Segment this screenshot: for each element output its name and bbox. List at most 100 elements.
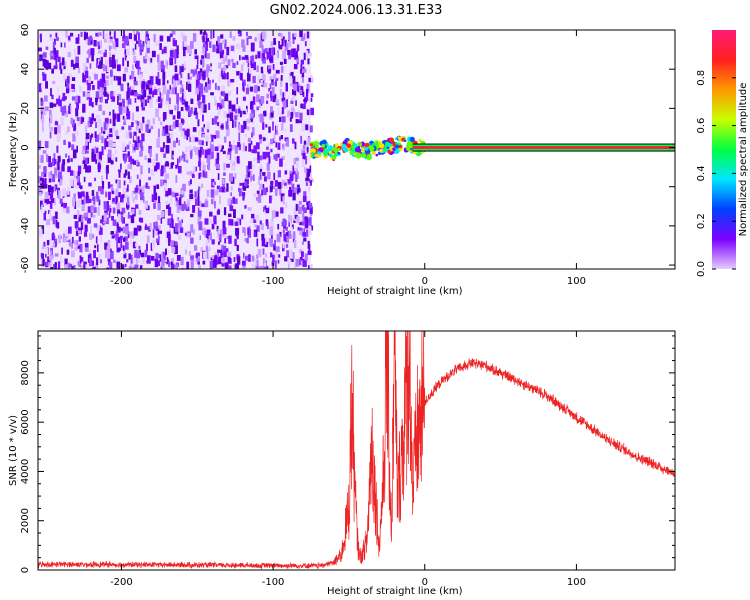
noise-speck (136, 78, 139, 83)
noise-speck (251, 255, 255, 262)
noise-speck (146, 119, 151, 127)
signal-blob (361, 147, 366, 153)
noise-speck (162, 113, 166, 122)
noise-speck (131, 158, 135, 165)
noise-speck (73, 170, 76, 179)
noise-speck (84, 244, 89, 252)
noise-speck (92, 214, 96, 218)
noise-speck (80, 265, 85, 269)
signal-blob (392, 147, 396, 151)
noise-speck (104, 87, 107, 95)
noise-speck (95, 32, 99, 37)
noise-speck (158, 117, 161, 121)
signal-blob (375, 153, 379, 157)
noise-speck (277, 107, 280, 116)
noise-speck (197, 260, 200, 265)
noise-speck (57, 56, 61, 62)
noise-speck (54, 65, 58, 70)
noise-speck (196, 64, 199, 70)
noise-speck (278, 32, 282, 37)
noise-speck (302, 195, 307, 202)
noise-speck (100, 124, 103, 128)
y-tick-label: -20 (20, 179, 31, 195)
noise-speck (95, 236, 98, 244)
noise-speck (218, 42, 223, 51)
noise-speck (102, 181, 105, 189)
noise-speck (148, 87, 153, 95)
noise-speck (77, 191, 80, 196)
noise-speck (163, 142, 165, 148)
noise-speck (214, 201, 216, 209)
noise-speck (262, 248, 265, 255)
noise-speck (280, 207, 284, 214)
noise-speck (143, 184, 146, 188)
noise-speck (153, 34, 156, 43)
noise-speck (217, 228, 220, 238)
noise-speck (259, 139, 262, 144)
noise-speck (174, 245, 178, 254)
noise-speck (259, 103, 262, 109)
noise-speck (301, 74, 304, 78)
noise-speck (176, 202, 179, 206)
noise-speck (290, 100, 294, 104)
noise-speck (124, 67, 129, 73)
signal-blob (314, 141, 319, 145)
noise-speck (122, 153, 126, 159)
noise-speck (54, 253, 59, 257)
noise-speck (230, 144, 233, 151)
noise-speck (116, 238, 119, 248)
noise-speck (63, 105, 67, 114)
y-tick-label: -60 (20, 257, 31, 273)
noise-speck (54, 121, 59, 126)
noise-speck (71, 266, 74, 269)
noise-speck (243, 182, 247, 191)
noise-speck (123, 173, 127, 178)
noise-speck (286, 179, 290, 183)
noise-speck (141, 104, 145, 111)
noise-speck (177, 234, 182, 240)
noise-speck (62, 92, 66, 102)
noise-speck (289, 117, 292, 122)
noise-speck (263, 206, 265, 212)
noise-speck (157, 78, 161, 86)
noise-speck (217, 106, 221, 116)
noise-speck (169, 223, 172, 228)
noise-speck (146, 45, 150, 54)
noise-speck (238, 188, 241, 197)
noise-speck (60, 42, 63, 48)
noise-speck (167, 188, 172, 196)
noise-speck (67, 166, 71, 173)
noise-speck (101, 49, 104, 54)
noise-speck (60, 256, 63, 263)
noise-speck (202, 71, 206, 80)
noise-speck (268, 65, 272, 72)
noise-speck (152, 90, 154, 98)
noise-speck (186, 45, 191, 53)
noise-speck (138, 209, 142, 215)
noise-speck (194, 245, 198, 251)
noise-speck (242, 62, 245, 66)
noise-speck (101, 175, 103, 185)
noise-speck (111, 143, 116, 147)
signal-blob (378, 143, 385, 149)
noise-speck (48, 238, 52, 245)
noise-speck (151, 256, 155, 261)
noise-speck (262, 151, 267, 160)
noise-speck (126, 91, 130, 100)
noise-speck (227, 256, 231, 264)
noise-speck (257, 51, 261, 59)
noise-speck (105, 33, 109, 39)
noise-speck (283, 58, 287, 64)
noise-speck (292, 138, 295, 144)
noise-speck (285, 244, 289, 248)
noise-speck (170, 261, 173, 265)
noise-speck (228, 100, 232, 109)
noise-speck (134, 140, 137, 147)
noise-speck (212, 79, 214, 83)
noise-speck (160, 179, 163, 187)
noise-speck (223, 172, 226, 176)
noise-speck (80, 31, 83, 37)
noise-speck (304, 170, 307, 178)
noise-speck (224, 65, 229, 69)
noise-speck (190, 255, 194, 261)
